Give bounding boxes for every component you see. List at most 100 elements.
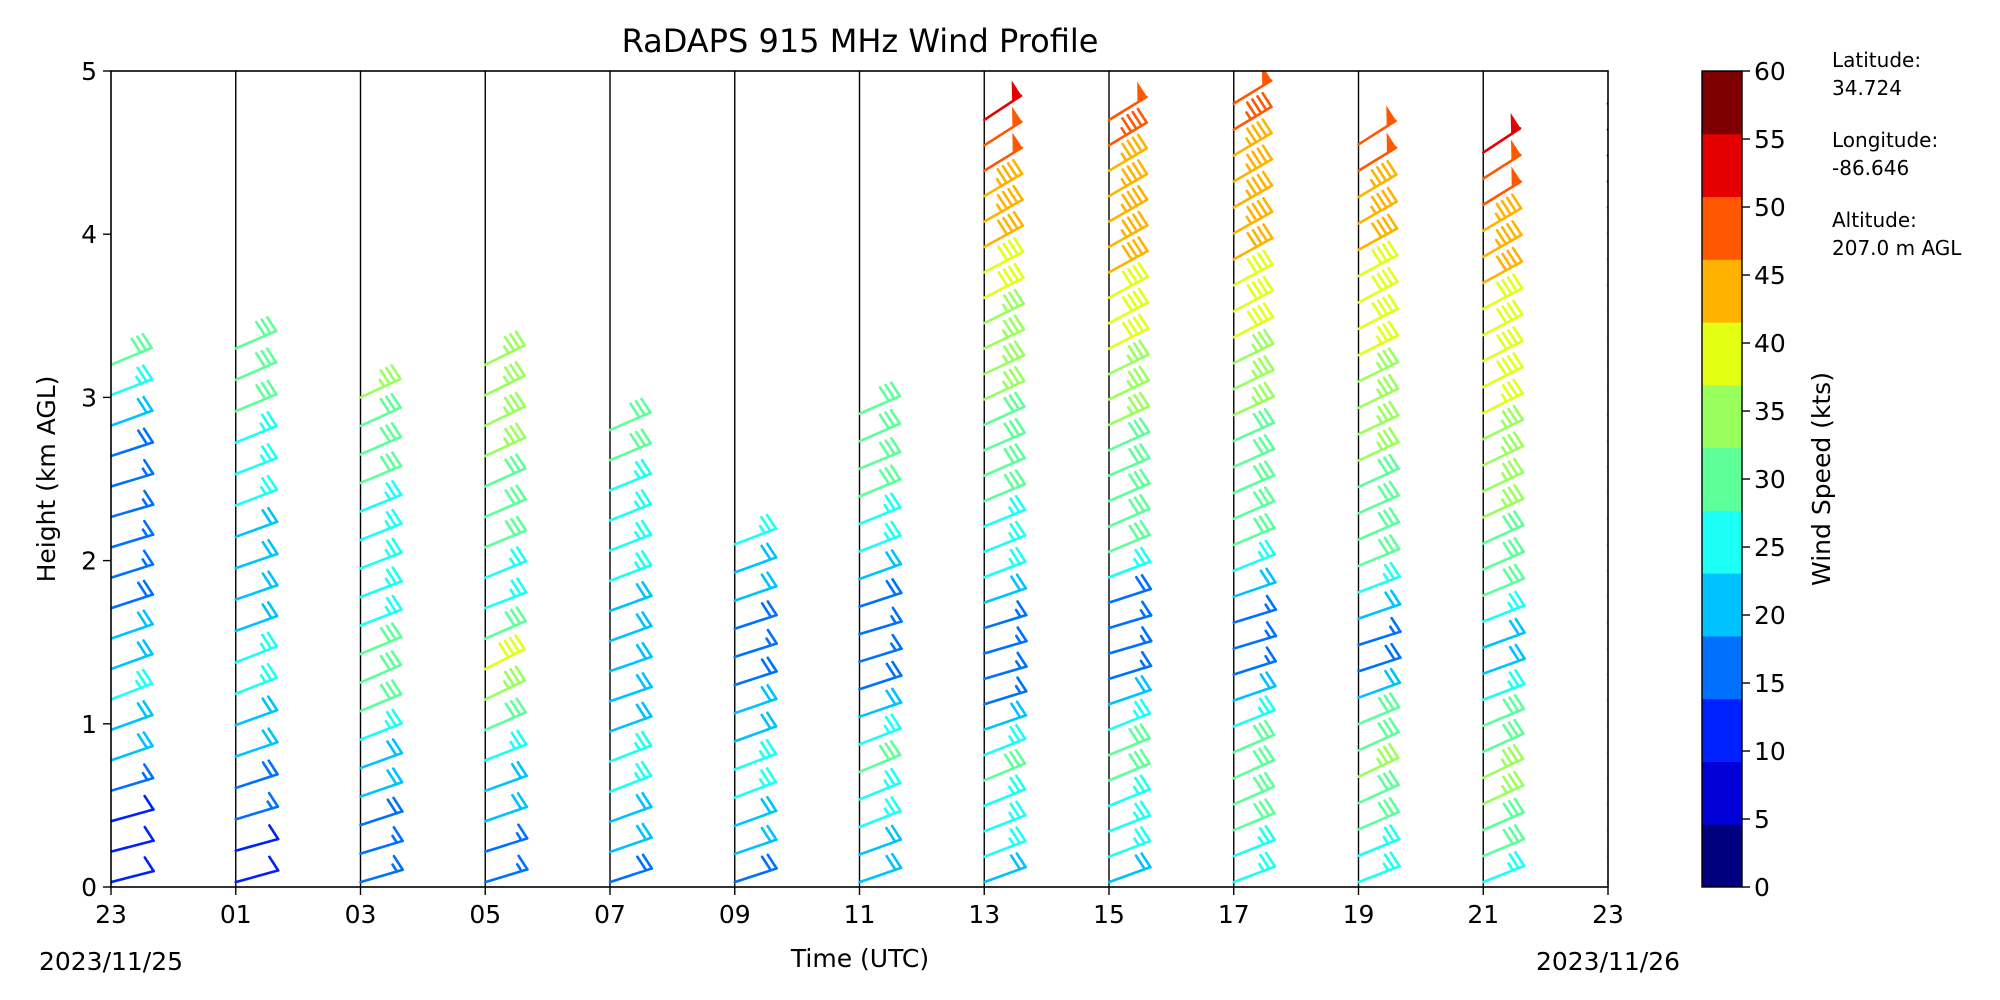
wind-barb xyxy=(1982,205,2000,245)
wind-barb xyxy=(982,80,1023,122)
wind-barb xyxy=(359,364,402,399)
colorbar-segment xyxy=(1702,322,1742,386)
wind-barb xyxy=(1858,458,1897,492)
wind-barb xyxy=(982,626,1028,655)
wind-barb xyxy=(1481,483,1525,519)
colorbar-segment xyxy=(1702,573,1742,637)
wind-barb xyxy=(1481,457,1525,493)
wind-barb xyxy=(1858,484,1897,517)
y-tick-label: 4 xyxy=(81,220,97,249)
wind-barb xyxy=(1107,574,1153,604)
wind-barb xyxy=(1982,586,2000,617)
wind-barb xyxy=(1481,669,1526,702)
wind-barb xyxy=(483,422,527,458)
wind-barb xyxy=(359,508,403,542)
wind-barb xyxy=(1232,302,1275,339)
longitude-label: Longitude: xyxy=(1832,128,1938,152)
wind-barb xyxy=(1982,772,2000,803)
wind-barb xyxy=(1232,594,1278,624)
wind-barb xyxy=(1107,493,1151,528)
wind-barb xyxy=(111,395,154,427)
wind-barb xyxy=(1232,434,1276,469)
wind-barb xyxy=(733,853,778,884)
altitude-label: Altitude: xyxy=(1832,208,1917,232)
wind-barb xyxy=(1232,249,1274,287)
colorbar-segment xyxy=(1702,384,1742,449)
colorbar-segment xyxy=(1702,447,1742,511)
colorbar-segment xyxy=(1702,761,1742,825)
wind-barb xyxy=(1232,355,1275,391)
wind-barb xyxy=(1232,486,1276,521)
wind-barb xyxy=(1357,293,1399,331)
wind-barb xyxy=(234,443,279,476)
end-date-label: 2023/11/26 xyxy=(1536,947,1680,976)
wind-barb xyxy=(1858,511,1898,543)
wind-barb xyxy=(1858,642,1898,673)
x-axis-label: Time (UTC) xyxy=(790,944,929,973)
y-tick-label: 5 xyxy=(81,57,97,86)
wind-barb xyxy=(1357,667,1402,699)
chart-title: RaDAPS 915 MHz Wind Profile xyxy=(622,22,1099,60)
latitude-value: 34.724 xyxy=(1832,76,1902,100)
wind-barb xyxy=(1982,232,2000,272)
wind-barb xyxy=(1982,666,2000,696)
wind-barb xyxy=(1357,320,1400,357)
wind-barb xyxy=(1481,563,1526,597)
wind-barb xyxy=(1107,313,1150,350)
wind-barb xyxy=(733,824,778,856)
wind-barb xyxy=(1357,453,1400,489)
wind-barb xyxy=(608,822,653,854)
wind-barb xyxy=(483,330,527,367)
hour-gridlines xyxy=(235,71,1484,887)
colorbar-segment xyxy=(1702,196,1742,260)
wind-barb xyxy=(982,314,1026,350)
wind-barb xyxy=(1232,381,1275,417)
wind-barb xyxy=(1858,852,1899,883)
wind-barb xyxy=(1232,275,1274,313)
wind-barb xyxy=(111,364,154,397)
wind-barb xyxy=(1107,698,1152,731)
wind-barb xyxy=(1357,186,1398,225)
wind-barb xyxy=(982,236,1025,274)
wind-barb xyxy=(982,520,1027,554)
wind-barb xyxy=(1606,724,1608,728)
x-tick-label: 09 xyxy=(719,900,751,929)
wind-barb xyxy=(111,731,154,762)
wind-barb xyxy=(1858,564,1898,595)
wind-barb xyxy=(608,428,652,462)
wind-barb xyxy=(1107,417,1151,452)
wind-barb xyxy=(111,668,154,701)
colorbar-segment xyxy=(1702,698,1742,762)
wind-barb xyxy=(608,701,653,733)
wind-barb xyxy=(234,791,280,821)
colorbar: 0 5 10 15 20 25 30 35 40 45 50 55 60 xyxy=(1701,57,1786,902)
y-tick-label: 0 xyxy=(81,873,97,902)
wind-barb xyxy=(1107,133,1149,173)
wind-barb xyxy=(982,340,1026,376)
wind-barb xyxy=(1107,210,1149,249)
wind-barb xyxy=(858,687,903,719)
wind-barb xyxy=(733,571,778,602)
wind-barb xyxy=(111,458,155,488)
wind-barb xyxy=(1858,431,1897,465)
wind-barb xyxy=(1232,460,1276,495)
wind-barb xyxy=(1606,127,1608,131)
wind-barb xyxy=(858,606,903,636)
latitude-label: Latitude: xyxy=(1832,48,1921,72)
wind-barb xyxy=(1481,378,1524,415)
wind-barb xyxy=(359,650,403,684)
x-tick-label: 19 xyxy=(1343,900,1375,929)
wind-barb xyxy=(1606,231,1608,235)
wind-barb xyxy=(1481,850,1526,884)
wind-barb xyxy=(982,417,1026,452)
colorbar-tick-label: 50 xyxy=(1754,193,1786,222)
wind-barb xyxy=(234,411,278,444)
wind-barb xyxy=(1606,491,1608,495)
wind-barb xyxy=(1232,539,1276,573)
wind-barb xyxy=(483,484,527,519)
wind-barb xyxy=(1232,196,1274,235)
wind-barb xyxy=(483,665,527,701)
wind-barb xyxy=(1107,287,1150,325)
wind-barb xyxy=(733,767,778,799)
wind-barb xyxy=(1606,413,1608,417)
